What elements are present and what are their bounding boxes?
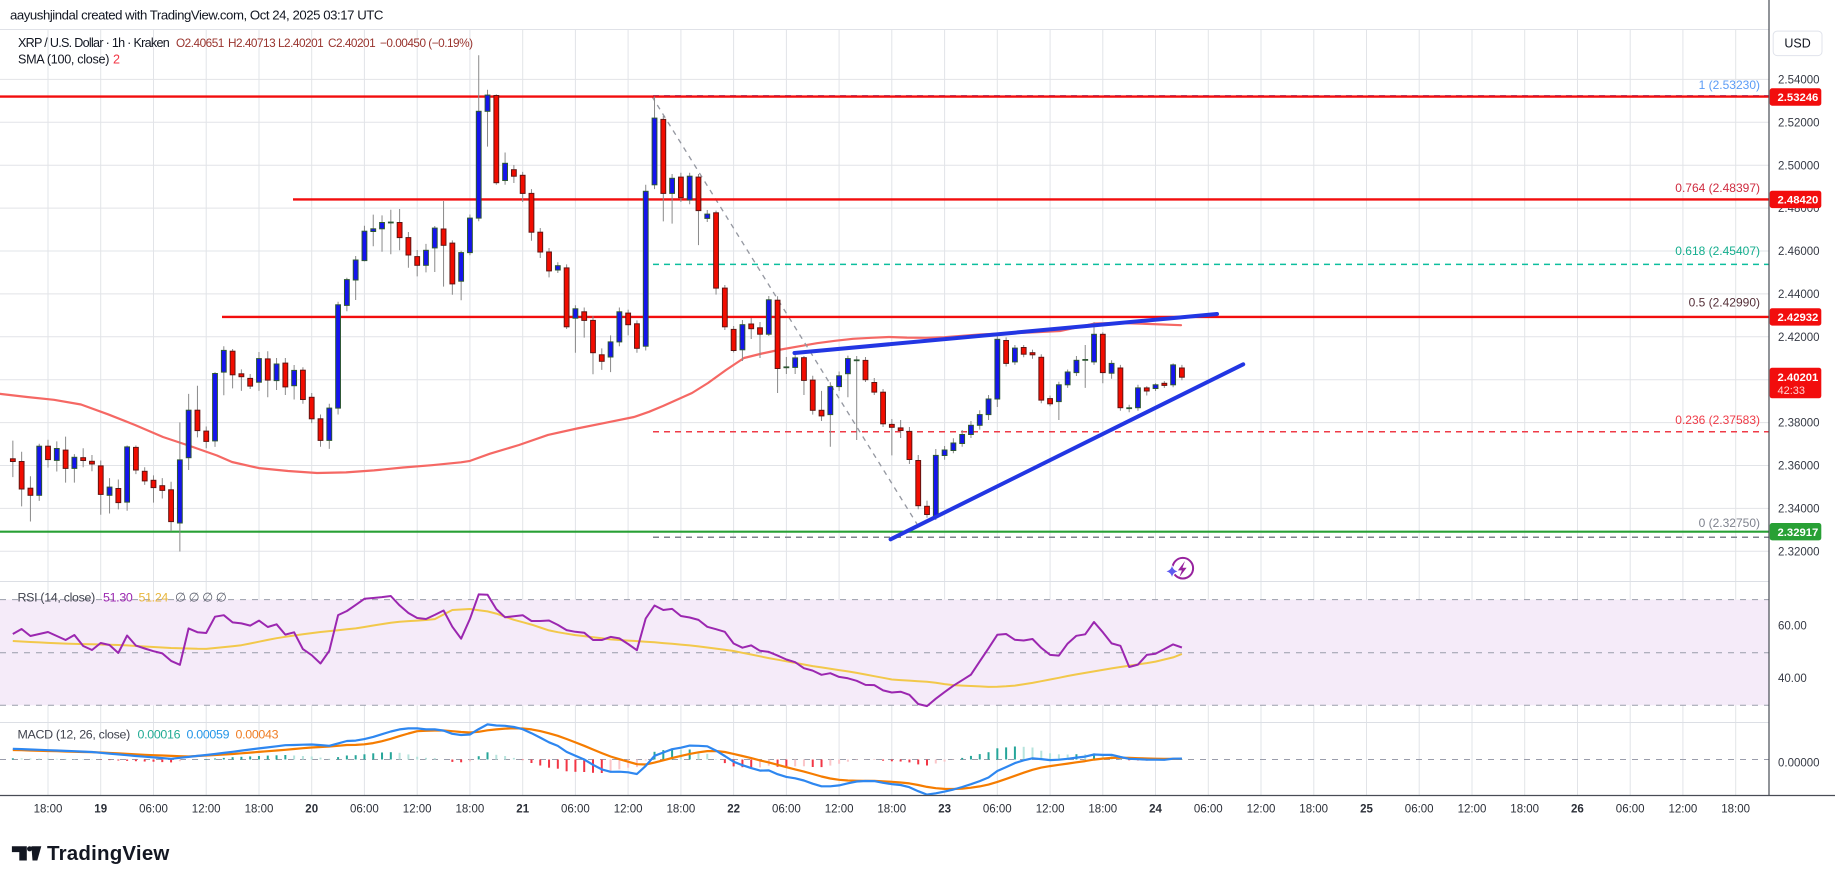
svg-text:12:00: 12:00 [1669, 804, 1698, 816]
svg-text:18:00: 18:00 [1510, 804, 1539, 816]
svg-text:2.32917: 2.32917 [1778, 527, 1819, 539]
svg-text:19: 19 [94, 804, 107, 816]
svg-text:0.00000: 0.00000 [1778, 757, 1820, 769]
svg-text:2.50000: 2.50000 [1778, 160, 1820, 172]
svg-text:1 (2.53230): 1 (2.53230) [1699, 78, 1760, 92]
svg-text:12:00: 12:00 [1247, 804, 1276, 816]
svg-text:06:00: 06:00 [1194, 804, 1223, 816]
svg-text:26: 26 [1571, 804, 1584, 816]
svg-text:2.52000: 2.52000 [1778, 117, 1820, 129]
svg-text:USD: USD [1784, 37, 1810, 51]
svg-text:12:00: 12:00 [1036, 804, 1065, 816]
svg-text:06:00: 06:00 [350, 804, 379, 816]
svg-text:0.764 (2.48397): 0.764 (2.48397) [1675, 181, 1760, 195]
svg-text:60.00: 60.00 [1778, 620, 1807, 632]
svg-text:22: 22 [727, 804, 740, 816]
svg-text:06:00: 06:00 [772, 804, 801, 816]
svg-text:06:00: 06:00 [1616, 804, 1645, 816]
svg-text:2.46000: 2.46000 [1778, 246, 1820, 258]
svg-text:24: 24 [1149, 804, 1162, 816]
svg-text:12:00: 12:00 [1458, 804, 1487, 816]
svg-text:2.44000: 2.44000 [1778, 289, 1820, 301]
svg-text:0 (2.32750): 0 (2.32750) [1699, 516, 1760, 530]
svg-text:06:00: 06:00 [561, 804, 590, 816]
svg-text:21: 21 [516, 804, 529, 816]
svg-text:XRP / U.S. Dollar · 1h · Krake: XRP / U.S. Dollar · 1h · Kraken [18, 36, 170, 50]
svg-text:18:00: 18:00 [1299, 804, 1328, 816]
svg-text:2.42932: 2.42932 [1778, 312, 1819, 324]
svg-text:06:00: 06:00 [1405, 804, 1434, 816]
svg-text:0.5 (2.42990): 0.5 (2.42990) [1689, 296, 1760, 310]
svg-text:TradingView: TradingView [47, 842, 170, 865]
svg-text:2.42000: 2.42000 [1778, 332, 1820, 344]
svg-text:12:00: 12:00 [825, 804, 854, 816]
svg-text:0.236 (2.37583): 0.236 (2.37583) [1675, 413, 1760, 427]
svg-text:18:00: 18:00 [456, 804, 485, 816]
svg-text:25: 25 [1360, 804, 1373, 816]
svg-text:aayushjindal created with Trad: aayushjindal created with TradingView.co… [10, 8, 384, 23]
svg-text:2.48420: 2.48420 [1778, 195, 1819, 207]
svg-text:23: 23 [938, 804, 951, 816]
svg-text:18:00: 18:00 [1721, 804, 1750, 816]
svg-text:2.36000: 2.36000 [1778, 461, 1820, 473]
svg-text:18:00: 18:00 [1088, 804, 1117, 816]
svg-text:2.34000: 2.34000 [1778, 504, 1820, 516]
svg-text:06:00: 06:00 [983, 804, 1012, 816]
svg-text:2.54000: 2.54000 [1778, 75, 1820, 87]
svg-text:42:33: 42:33 [1778, 385, 1806, 397]
svg-text:18:00: 18:00 [667, 804, 696, 816]
svg-text:12:00: 12:00 [192, 804, 221, 816]
svg-text:40.00: 40.00 [1778, 673, 1807, 685]
svg-text:12:00: 12:00 [403, 804, 432, 816]
svg-text:2.38000: 2.38000 [1778, 418, 1820, 430]
svg-text:SMA (100, close)2: SMA (100, close) 2 [18, 53, 120, 67]
svg-text:12:00: 12:00 [614, 804, 643, 816]
svg-text:18:00: 18:00 [34, 804, 63, 816]
svg-text:06:00: 06:00 [139, 804, 168, 816]
svg-text:2.40201: 2.40201 [1778, 372, 1819, 384]
svg-text:18:00: 18:00 [877, 804, 906, 816]
svg-text:0.618 (2.45407): 0.618 (2.45407) [1675, 244, 1760, 258]
svg-text:2.53246: 2.53246 [1778, 92, 1819, 104]
svg-text:18:00: 18:00 [245, 804, 274, 816]
svg-text:20: 20 [305, 804, 318, 816]
svg-text:2.32000: 2.32000 [1778, 546, 1820, 558]
